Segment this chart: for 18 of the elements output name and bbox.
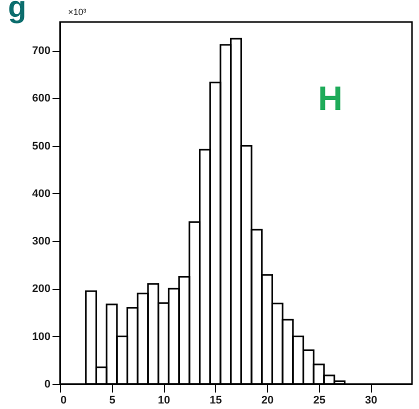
x-tick-label: 30 [364, 394, 378, 406]
text: g [8, 0, 26, 24]
y-tick-label: 300 [32, 236, 50, 248]
y-tick-label: 400 [32, 188, 50, 200]
y-tick-label: 600 [32, 92, 50, 105]
x-tick-label: 25 [313, 394, 326, 406]
text: ×10³ [68, 7, 86, 17]
y-tick-label: 100 [32, 330, 50, 343]
y-tick-label: 0 [44, 378, 50, 390]
x-tick-label: 15 [210, 394, 222, 406]
x-tick-label: 0 [60, 394, 67, 406]
annotation: H [318, 80, 343, 118]
y-tick-label: 500 [32, 140, 50, 152]
x-tick-label: 5 [109, 394, 116, 406]
y-tick-label: 200 [32, 283, 50, 296]
x-tick-label: 20 [261, 394, 274, 406]
y-tick-label: 700 [32, 45, 50, 58]
x-tick-label: 10 [158, 394, 170, 406]
